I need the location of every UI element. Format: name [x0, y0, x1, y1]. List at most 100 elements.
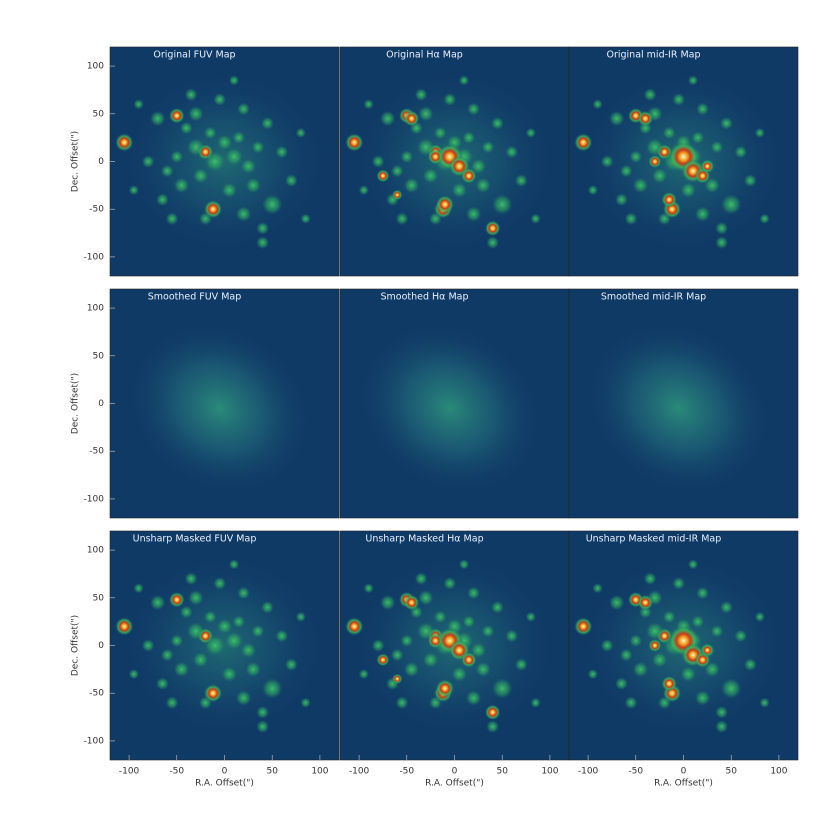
emission-blob	[422, 168, 439, 184]
y-tick-label: -50	[89, 447, 104, 457]
emission-blob	[490, 600, 504, 614]
emission-blob	[422, 652, 439, 668]
emission-blob	[687, 559, 699, 570]
bright-region	[637, 110, 654, 127]
emission-blob	[624, 696, 638, 710]
emission-blob	[204, 635, 226, 656]
map-panel	[569, 47, 798, 276]
emission-blob	[759, 697, 770, 708]
emission-blob	[715, 221, 729, 235]
bright-region	[661, 675, 677, 692]
emission-blob	[133, 99, 144, 110]
emission-blob	[213, 576, 227, 590]
emission-blob	[632, 661, 649, 678]
emission-blob	[720, 194, 742, 215]
emission-blob	[418, 105, 434, 122]
emission-blob	[734, 145, 748, 159]
emission-blob	[414, 572, 428, 586]
emission-blob	[451, 666, 468, 682]
emission-blob	[160, 164, 174, 178]
map-panel	[569, 289, 798, 518]
bright-region	[574, 133, 593, 152]
emission-blob	[672, 576, 686, 590]
x-tick-label: 100	[311, 767, 328, 777]
emission-blob	[192, 168, 209, 184]
emission-blob	[228, 559, 240, 570]
bright-region	[168, 107, 185, 124]
emission-blob	[128, 668, 140, 680]
x-tick-label: 0	[452, 767, 458, 777]
emission-blob	[221, 182, 238, 198]
bright-region	[574, 617, 593, 636]
panel-title: Smoothed Hα Map	[380, 292, 468, 303]
emission-blob	[256, 221, 270, 235]
emission-blob	[261, 194, 283, 215]
panel-title: Smoothed mid-IR Map	[601, 292, 706, 303]
emission-blob	[645, 622, 664, 641]
bright-region	[376, 653, 390, 667]
emission-blob	[165, 212, 179, 226]
emission-blob	[530, 213, 541, 224]
emission-blob	[295, 611, 307, 623]
emission-blob	[155, 677, 169, 691]
emission-blob	[619, 648, 633, 662]
y-tick-label: 100	[87, 304, 104, 314]
emission-blob	[170, 634, 184, 648]
emission-blob	[651, 168, 668, 184]
y-tick-label: -50	[89, 205, 104, 215]
emission-blob	[643, 88, 657, 102]
emission-blob	[198, 212, 212, 226]
y-tick-label: 0	[98, 399, 104, 409]
emission-blob	[525, 127, 537, 139]
x-tick-label: -50	[628, 767, 643, 777]
panel-title: Unsharp Masked FUV Map	[133, 534, 257, 545]
bright-region	[461, 652, 477, 668]
bright-region	[461, 168, 477, 184]
emission-blob	[587, 184, 599, 196]
emission-blob	[224, 631, 244, 650]
emission-blob	[657, 696, 671, 710]
y-tick-label: -100	[84, 252, 105, 262]
emission-blob	[433, 610, 447, 624]
emission-blob	[592, 99, 603, 110]
emission-blob	[133, 583, 144, 594]
emission-blob	[261, 678, 283, 699]
emission-blob	[592, 583, 603, 594]
emission-blob	[395, 696, 409, 710]
bright-region	[637, 594, 654, 611]
bright-region	[484, 704, 501, 721]
emission-blob	[186, 138, 205, 157]
x-tick-label: -100	[119, 767, 140, 777]
emission-blob	[198, 696, 212, 710]
smoothed-glow	[359, 323, 541, 494]
emission-blob	[491, 678, 513, 699]
emission-blob	[687, 75, 699, 86]
y-tick-label: -100	[84, 494, 105, 504]
y-tick-label: 0	[98, 157, 104, 167]
emission-blob	[451, 182, 468, 198]
emission-blob	[672, 92, 686, 106]
emission-blob	[680, 666, 697, 682]
bright-region	[115, 133, 134, 152]
emission-blob	[395, 212, 409, 226]
emission-blob	[715, 705, 729, 719]
emission-blob	[719, 116, 733, 130]
emission-blob	[358, 184, 370, 196]
bright-region	[168, 591, 185, 608]
bright-region	[661, 191, 677, 208]
emission-blob	[251, 624, 265, 638]
bright-region	[648, 155, 662, 168]
emission-blob	[216, 134, 233, 151]
emission-blob	[710, 140, 724, 154]
emission-blob	[363, 99, 374, 110]
map-panel	[340, 531, 569, 760]
emission-blob	[363, 583, 374, 594]
emission-blob	[184, 88, 198, 102]
bright-region	[403, 594, 420, 611]
emission-blob	[245, 661, 261, 678]
emission-blob	[184, 572, 198, 586]
emission-blob	[245, 177, 261, 194]
emission-blob	[221, 666, 238, 682]
emission-blob	[600, 639, 614, 652]
y-tick-label: -50	[89, 689, 104, 699]
